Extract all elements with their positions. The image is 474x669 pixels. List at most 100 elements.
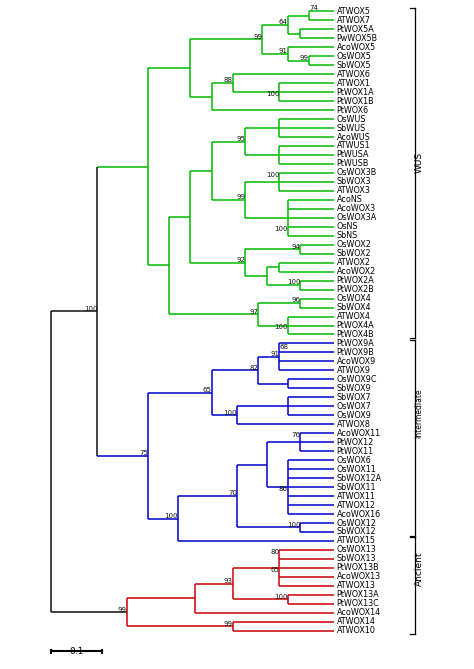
Text: 75: 75 (139, 450, 148, 456)
Text: OsNS: OsNS (337, 222, 358, 231)
Text: 96: 96 (292, 298, 301, 303)
Text: 100: 100 (266, 91, 279, 97)
Text: AcoWOX14: AcoWOX14 (337, 608, 381, 617)
Text: PtWOX1A: PtWOX1A (337, 88, 374, 96)
Text: 91: 91 (270, 351, 279, 357)
Text: AcoWOX9: AcoWOX9 (337, 357, 376, 366)
Text: OsWOX6: OsWOX6 (337, 456, 371, 465)
Text: ATWOX13: ATWOX13 (337, 581, 375, 590)
Text: 95: 95 (237, 136, 246, 142)
Text: PtWOX13C: PtWOX13C (337, 599, 379, 608)
Text: PtWOX5A: PtWOX5A (337, 25, 374, 34)
Text: AcoWOX5: AcoWOX5 (337, 43, 376, 52)
Text: 80: 80 (270, 549, 279, 555)
Text: 100: 100 (287, 280, 301, 286)
Text: 99: 99 (254, 33, 263, 39)
Text: SbWOX2: SbWOX2 (337, 250, 371, 258)
Text: 93: 93 (224, 578, 233, 584)
Text: 100: 100 (274, 225, 288, 231)
Text: 65: 65 (203, 387, 211, 393)
Text: SbWOX13: SbWOX13 (337, 555, 376, 563)
Text: OsWOX3A: OsWOX3A (337, 213, 377, 222)
Text: OsWOX9: OsWOX9 (337, 411, 371, 419)
Text: SbWOX3: SbWOX3 (337, 177, 371, 187)
Text: PtWOX2A: PtWOX2A (337, 276, 374, 285)
Text: PtWOX4A: PtWOX4A (337, 321, 374, 330)
Text: PtWOX2B: PtWOX2B (337, 285, 374, 294)
Text: 100: 100 (84, 306, 97, 312)
Text: PtWOX9A: PtWOX9A (337, 339, 374, 348)
Text: ATWOX2: ATWOX2 (337, 258, 371, 267)
Text: AcoWOX11: AcoWOX11 (337, 429, 381, 438)
Text: 99: 99 (224, 621, 233, 627)
Text: 91: 91 (279, 48, 288, 54)
Text: ATWOX6: ATWOX6 (337, 70, 370, 79)
Text: PtWOX13B: PtWOX13B (337, 563, 379, 573)
Text: 68: 68 (279, 344, 288, 350)
Text: AcoWOX16: AcoWOX16 (337, 510, 381, 518)
Text: ATWOX15: ATWOX15 (337, 537, 375, 545)
Text: OsWOX4: OsWOX4 (337, 294, 371, 303)
Text: AcoNS: AcoNS (337, 195, 362, 204)
Text: OsWOX11: OsWOX11 (337, 465, 376, 474)
Text: ATWOX14: ATWOX14 (337, 617, 375, 626)
Text: OsWUS: OsWUS (337, 114, 366, 124)
Text: OsWOX13: OsWOX13 (337, 545, 376, 555)
Text: PtWOX1B: PtWOX1B (337, 96, 374, 106)
Text: ATWOX4: ATWOX4 (337, 312, 370, 321)
Text: ATWOX12: ATWOX12 (337, 500, 375, 510)
Text: SbWOX5: SbWOX5 (337, 61, 371, 70)
Text: 86: 86 (279, 486, 288, 492)
Text: ATWOX5: ATWOX5 (337, 7, 371, 16)
Text: PtWOX9B: PtWOX9B (337, 348, 374, 357)
Text: 92: 92 (237, 257, 246, 263)
Text: OsWOX2: OsWOX2 (337, 240, 371, 250)
Text: AcoWOX13: AcoWOX13 (337, 573, 381, 581)
Text: ATWUS1: ATWUS1 (337, 142, 370, 151)
Text: ATWOX3: ATWOX3 (337, 187, 370, 195)
Text: 99: 99 (237, 194, 246, 200)
Text: PtWOX11: PtWOX11 (337, 447, 374, 456)
Text: 65: 65 (271, 567, 279, 573)
Text: AcoWOX3: AcoWOX3 (337, 204, 375, 213)
Text: 97: 97 (249, 308, 258, 314)
Text: Ancient: Ancient (415, 551, 424, 586)
Text: 100: 100 (274, 324, 288, 330)
Text: ATWOX7: ATWOX7 (337, 16, 371, 25)
Text: ATWOX11: ATWOX11 (337, 492, 375, 500)
Text: ATWOX10: ATWOX10 (337, 626, 375, 636)
Text: PtWOX12: PtWOX12 (337, 438, 374, 447)
Text: 82: 82 (249, 365, 258, 371)
Text: 94: 94 (292, 244, 301, 250)
Text: 64: 64 (279, 19, 288, 25)
Text: ATWOX8: ATWOX8 (337, 419, 370, 429)
Text: 100: 100 (287, 522, 301, 528)
Text: intermediate: intermediate (415, 388, 424, 438)
Text: SbWOX12A: SbWOX12A (337, 474, 382, 482)
Text: AcoWUS: AcoWUS (337, 132, 370, 142)
Text: 99: 99 (118, 607, 127, 613)
Text: SbWOX4: SbWOX4 (337, 303, 371, 312)
Text: 99: 99 (300, 55, 309, 61)
Text: SbWOX12: SbWOX12 (337, 527, 376, 537)
Text: PtWUSA: PtWUSA (337, 151, 369, 159)
Text: 70: 70 (228, 490, 237, 496)
Text: 100: 100 (224, 409, 237, 415)
Text: 100: 100 (164, 513, 178, 519)
Text: PtWOX6: PtWOX6 (337, 106, 369, 114)
Text: PtWOX4B: PtWOX4B (337, 330, 374, 339)
Text: OsWOX7: OsWOX7 (337, 402, 371, 411)
Text: SbWOX11: SbWOX11 (337, 482, 376, 492)
Text: 100: 100 (266, 172, 279, 178)
Text: OsWOX12: OsWOX12 (337, 518, 376, 527)
Text: 74: 74 (309, 5, 318, 11)
Text: WUS: WUS (415, 152, 424, 173)
Text: OsWOX3B: OsWOX3B (337, 169, 377, 177)
Text: OsWOX5: OsWOX5 (337, 52, 371, 61)
Text: PtWUSB: PtWUSB (337, 159, 369, 169)
Text: 0.1: 0.1 (69, 648, 83, 656)
Text: OsWOX9C: OsWOX9C (337, 375, 377, 384)
Text: 76: 76 (292, 432, 301, 438)
Text: 100: 100 (274, 593, 288, 599)
Text: ATWOX1: ATWOX1 (337, 79, 370, 88)
